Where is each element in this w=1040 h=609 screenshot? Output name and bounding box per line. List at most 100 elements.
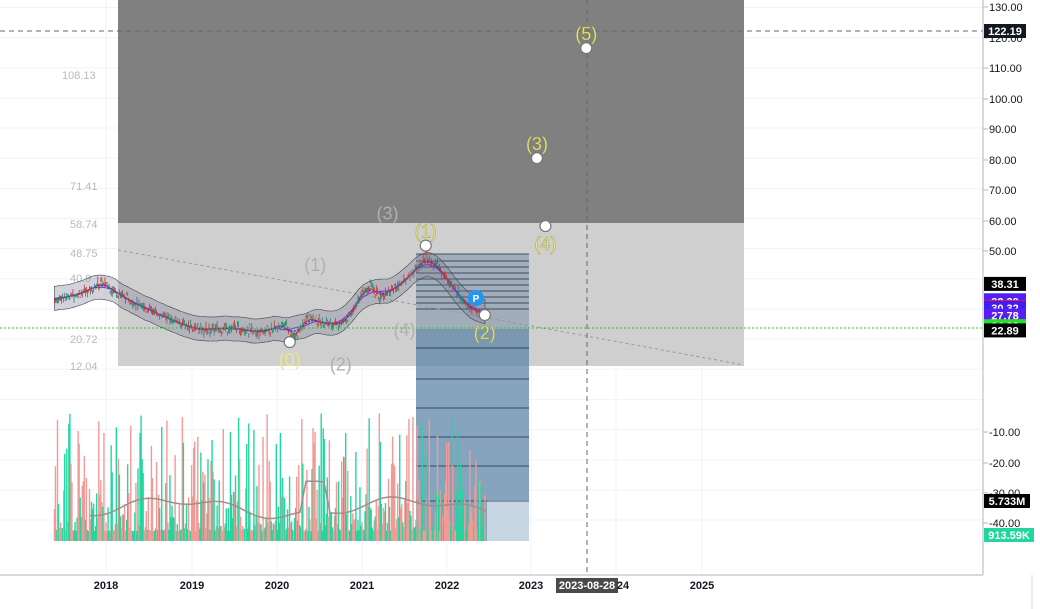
volume-bar <box>176 524 178 541</box>
fib-label-3: 48.75 <box>70 248 98 260</box>
volume-bar <box>196 500 198 541</box>
volume-bar <box>336 524 339 541</box>
volume-bar <box>303 530 305 541</box>
volume-bar <box>313 443 315 541</box>
volume-bar <box>96 493 98 541</box>
volume-bar <box>346 514 348 541</box>
volume-bar <box>183 528 186 541</box>
volume-bar <box>223 527 225 541</box>
volume-badge-label: 913.59K <box>988 530 1030 542</box>
volume-bar <box>445 442 448 541</box>
volume-bar <box>371 527 373 541</box>
volume-bar <box>253 430 255 541</box>
volume-bar <box>452 465 454 541</box>
volume-bar <box>230 495 233 541</box>
volume-bar <box>386 522 389 541</box>
volume-bar <box>125 519 128 541</box>
price-badge-label: 22.89 <box>991 325 1019 337</box>
volume-bar <box>416 425 418 541</box>
volume-bar <box>281 477 284 541</box>
volume-bar <box>315 518 317 541</box>
pivot-marker[interactable]: P <box>468 290 484 306</box>
volume-bar <box>111 472 113 541</box>
time-axis[interactable]: 2018 2019 2020 2021 2022 2023 2023-08-28 24 2025 <box>94 578 714 593</box>
volume-bar <box>436 436 439 541</box>
volume-bar <box>258 464 260 541</box>
volume-bar <box>64 453 66 541</box>
volume-bar <box>276 529 279 541</box>
volume-bar <box>142 473 144 541</box>
volume-bar <box>220 525 222 541</box>
volume-bar <box>290 521 293 541</box>
volume-bar <box>86 529 89 541</box>
volume-bar <box>159 529 162 541</box>
volume-bar <box>446 509 449 541</box>
volume-bar <box>190 465 193 541</box>
volume-bar <box>306 469 308 541</box>
volume-bar <box>449 525 452 541</box>
volume-bar <box>129 527 131 541</box>
volume-bar <box>383 511 386 541</box>
volume-bar <box>156 529 159 541</box>
volume-bar <box>58 527 61 541</box>
volume-bar <box>389 530 392 541</box>
volume-bar <box>155 461 158 541</box>
volume-bar <box>241 526 244 541</box>
volume-bar <box>73 530 75 541</box>
volume-bar <box>194 441 196 541</box>
volume-bar <box>370 510 372 541</box>
volume-bar <box>168 529 170 541</box>
wave-label-secondary: (1) <box>304 255 326 275</box>
volume-bar <box>440 488 443 541</box>
volume-bar <box>447 441 450 541</box>
volume-bar <box>231 518 234 541</box>
volume-bar <box>150 445 153 541</box>
wave-point[interactable] <box>283 336 296 349</box>
volume-bar <box>266 414 268 541</box>
volume-bar <box>82 481 84 541</box>
volume-bar <box>300 527 302 541</box>
volume-bar <box>154 528 157 541</box>
volume-bar <box>263 529 265 541</box>
wave-point[interactable] <box>419 239 432 252</box>
elliott-wave-labels[interactable]: (1) (2) (3) (4) (5) (0) (1) (2) (3) (4) <box>279 24 598 375</box>
volume-bar <box>308 506 310 541</box>
volume-bar <box>365 494 367 541</box>
volume-bar <box>274 520 276 541</box>
y-tick-label: 100.00 <box>989 94 1023 106</box>
volume-bar <box>385 530 388 541</box>
wave-point[interactable] <box>478 308 491 322</box>
volume-bar <box>77 430 79 541</box>
volume-bar <box>337 481 340 541</box>
volume-bar <box>255 515 257 541</box>
volume-bar <box>309 519 311 541</box>
volume-bar <box>74 521 76 541</box>
volume-bar <box>153 530 156 541</box>
volume-bar <box>344 433 347 541</box>
volume-bar <box>248 423 250 541</box>
volume-bar <box>282 496 285 541</box>
volume-bar <box>458 522 460 541</box>
wave-point[interactable] <box>580 42 593 55</box>
volume-bar <box>430 529 433 541</box>
x-tick-label: 2023 <box>519 580 543 592</box>
volume-bar <box>145 510 147 541</box>
volume-bar <box>181 417 184 541</box>
price-axis[interactable]: 130.00120.00110.00100.0090.0080.0070.006… <box>983 2 1023 530</box>
volume-bar <box>198 522 200 541</box>
volume-bar <box>476 530 478 541</box>
y-tick-label: 130.00 <box>989 2 1023 14</box>
wave-point[interactable] <box>530 152 544 165</box>
volume-bar <box>462 489 464 541</box>
volume-bar <box>193 447 195 541</box>
volume-bar <box>236 501 239 541</box>
volume-bar <box>205 528 207 541</box>
volume-bar <box>339 530 342 541</box>
volume-bar <box>471 504 473 541</box>
wave-label-secondary: (2) <box>330 355 352 375</box>
volume-bar <box>481 516 483 541</box>
wave-point[interactable] <box>539 219 552 233</box>
volume-bar <box>123 504 126 541</box>
